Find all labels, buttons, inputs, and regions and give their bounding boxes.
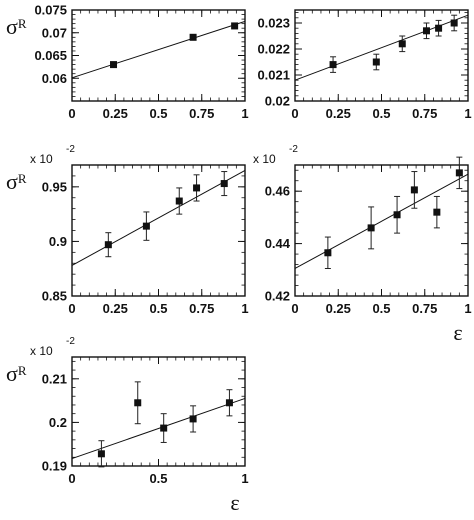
- data-point: [220, 180, 228, 188]
- panel-3: 0 0.25 0.5 0.75 1 0.85 0.9 0.95 x 10 -2 σR: [6, 144, 249, 316]
- y-multiplier-exponent: -2: [66, 144, 75, 155]
- x-tick-label: 0.25: [326, 301, 351, 316]
- x-axis-title: ε: [230, 490, 239, 515]
- y-tick-label: 0.02: [265, 94, 290, 109]
- y-tick-label: 0.022: [257, 42, 290, 57]
- x-tick-label: 1: [464, 106, 471, 121]
- x-tick-label: 1: [241, 106, 248, 121]
- data-point: [393, 211, 401, 219]
- y-multiplier-label: x 10: [30, 152, 53, 166]
- x-tick-label: 0.75: [412, 106, 437, 121]
- y-tick-label: 0.85: [42, 289, 67, 304]
- y-tick-label: 0.9: [49, 234, 67, 249]
- data-point: [398, 40, 406, 48]
- data-point: [97, 450, 105, 458]
- data-point: [422, 27, 430, 35]
- x-tick-label: 0.5: [149, 106, 167, 121]
- panel-2: 0 0.25 0.5 0.75 1 0.02 0.021 0.022 0.023: [257, 9, 472, 121]
- x-tick-label: 0: [291, 301, 298, 316]
- x-tick-label: 0.75: [189, 301, 214, 316]
- x-tick-label: 0.25: [326, 106, 351, 121]
- x-tick-label: 0.75: [189, 106, 214, 121]
- y-tick-label: 0.06: [42, 71, 67, 86]
- x-tick-label: 1: [464, 301, 471, 316]
- fit-line: [71, 170, 246, 266]
- fit-line: [71, 20, 246, 79]
- data-point: [110, 61, 118, 69]
- y-tick-label: 0.19: [42, 459, 67, 474]
- y-axis-title: σR: [6, 361, 27, 386]
- data-point: [231, 22, 239, 30]
- x-tick-label: 0.5: [149, 471, 167, 486]
- x-tick-label: 0.5: [372, 301, 390, 316]
- y-tick-label: 0.46: [265, 184, 290, 199]
- data-point: [410, 186, 418, 194]
- data-point: [225, 399, 233, 407]
- data-point: [372, 58, 380, 66]
- data-point: [329, 61, 337, 69]
- plot-frame: [294, 164, 469, 297]
- y-tick-label: 0.07: [42, 25, 67, 40]
- y-tick-label: 0.42: [265, 289, 290, 304]
- x-axis-title: ε: [453, 320, 462, 345]
- data-point: [189, 33, 197, 41]
- data-point: [189, 415, 197, 423]
- y-tick-label: 0.21: [42, 371, 67, 386]
- fit-line: [294, 173, 469, 269]
- x-tick-label: 0: [291, 106, 298, 121]
- panel-4: 0 0.25 0.5 0.75 1 0.42 0.44 0.46 x 10 -2 ε: [253, 144, 472, 345]
- panel-1: 0 0.25 0.5 0.75 1 0.06 0.065 0.07 0.075 σR: [6, 3, 249, 122]
- data-point: [104, 241, 112, 249]
- y-tick-label: 0.075: [34, 3, 67, 18]
- data-point: [435, 24, 443, 32]
- data-point: [455, 169, 463, 177]
- data-point: [367, 224, 375, 232]
- y-tick-label: 0.065: [34, 48, 67, 63]
- y-multiplier-label: x 10: [30, 344, 53, 358]
- data-point: [142, 222, 150, 230]
- y-tick-label: 0.44: [265, 236, 291, 251]
- data-point: [450, 19, 458, 27]
- x-tick-label: 0: [68, 471, 75, 486]
- y-multiplier-exponent: -2: [66, 336, 75, 347]
- x-tick-label: 1: [241, 471, 248, 486]
- plot-frame: [294, 9, 469, 102]
- data-point: [433, 208, 441, 216]
- fit-line: [71, 397, 246, 460]
- x-tick-label: 1: [241, 301, 248, 316]
- data-point: [193, 184, 201, 192]
- x-tick-label: 0.25: [103, 106, 128, 121]
- y-tick-label: 0.95: [42, 179, 67, 194]
- y-axis-title: σR: [6, 169, 27, 194]
- x-tick-label: 0.75: [412, 301, 437, 316]
- plot-frame: [71, 9, 246, 102]
- panel-5: 0 0.5 1 0.19 0.2 0.21 x 10 -2 σR ε: [6, 336, 249, 515]
- x-tick-label: 0: [68, 301, 75, 316]
- data-point: [175, 197, 183, 205]
- x-tick-label: 0.5: [149, 301, 167, 316]
- y-multiplier-label: x 10: [253, 152, 276, 166]
- x-tick-label: 0.5: [372, 106, 390, 121]
- y-multiplier-exponent: -2: [289, 144, 298, 155]
- y-axis-title: σR: [6, 14, 27, 39]
- x-tick-label: 0.25: [103, 301, 128, 316]
- data-point: [160, 424, 168, 432]
- data-point: [324, 249, 332, 257]
- y-tick-label: 0.023: [257, 16, 290, 31]
- x-tick-label: 0: [68, 106, 75, 121]
- y-tick-label: 0.2: [49, 415, 67, 430]
- y-tick-label: 0.021: [257, 68, 290, 83]
- data-point: [134, 399, 142, 407]
